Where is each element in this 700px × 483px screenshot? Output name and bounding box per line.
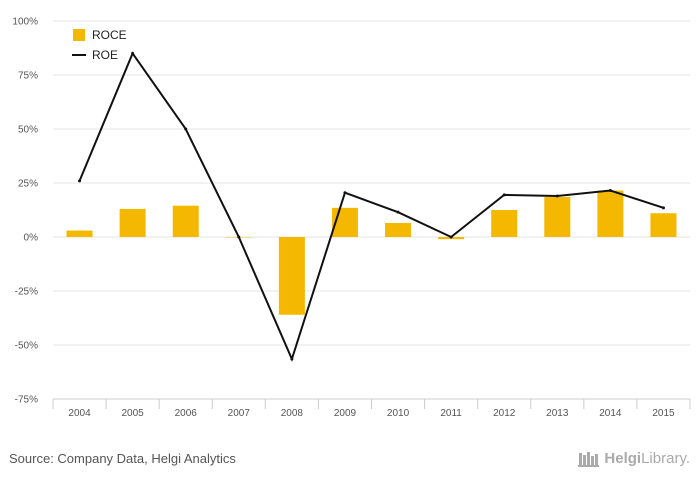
roe-point [608,189,612,193]
roe-point [78,179,82,183]
x-tick-label: 2012 [493,408,516,419]
brand-suffix: Library. [641,450,690,467]
roce-bar [650,213,677,237]
roce-bars [66,190,677,315]
roce-bar [597,190,624,237]
x-axis: 2004 2005 2006 2007 2008 2009 2010 2011 2012 2013… [52,398,691,419]
y-tick-label: -25% [15,287,38,298]
y-tick-label: 50% [18,125,38,136]
y-axis-ticks: 100% 75% 50% 25% 0% -25% -50% -75% [12,17,38,406]
x-tick-label: 2005 [122,408,145,419]
x-tick-label: 2015 [652,408,675,419]
roce-bar [544,197,571,237]
source-text: Source: Company Data, Helgi Analytics [9,451,236,466]
roe-point [131,51,135,55]
roe-point [184,127,188,131]
y-tick-label: 25% [18,179,38,190]
roe-point [449,235,453,239]
roce-bar [491,210,518,237]
x-tick-label: 2010 [387,408,410,419]
y-tick-label: -75% [15,395,38,406]
y-tick-label: 75% [18,71,38,82]
roce-bar [66,230,93,237]
roe-point [502,193,506,197]
footer: Source: Company Data, Helgi Analytics He… [0,441,700,483]
roce-bar [278,237,305,315]
roe-point [555,194,559,198]
legend-label-roe: ROE [92,48,118,62]
roe-line [78,51,665,362]
legend: ROCE ROE [72,28,127,62]
brand-prefix: Helgi [604,450,642,467]
x-tick-label: 2007 [228,408,251,419]
roe-line-path [78,51,664,362]
roe-point [343,191,347,195]
legend-label-roce: ROCE [92,28,127,42]
y-tick-label: 100% [12,17,38,28]
library-icon [578,451,600,467]
roce-bar [119,208,146,237]
legend-swatch-roce [73,29,85,41]
x-tick-label: 2011 [440,408,462,419]
chart: 100% 75% 50% 25% 0% -25% -50% -75% 2004 2005 2006… [12,17,691,419]
x-tick-label: 2006 [175,408,198,419]
roce-bar [385,222,412,237]
grid [53,20,690,400]
y-tick-label: -50% [15,341,38,352]
roce-bar [172,205,199,237]
roe-point [237,235,241,239]
y-tick-label: 0% [24,233,39,244]
x-tick-label: 2004 [68,408,91,419]
roe-point [661,206,665,210]
x-tick-label: 2009 [334,408,357,419]
x-tick-label: 2008 [281,408,304,419]
helgi-library-logo[interactable]: HelgiLibrary. [578,450,690,467]
roe-point [396,210,400,214]
x-tick-label: 2013 [546,408,569,419]
x-tick-label: 2014 [599,408,622,419]
roe-point [290,357,294,361]
